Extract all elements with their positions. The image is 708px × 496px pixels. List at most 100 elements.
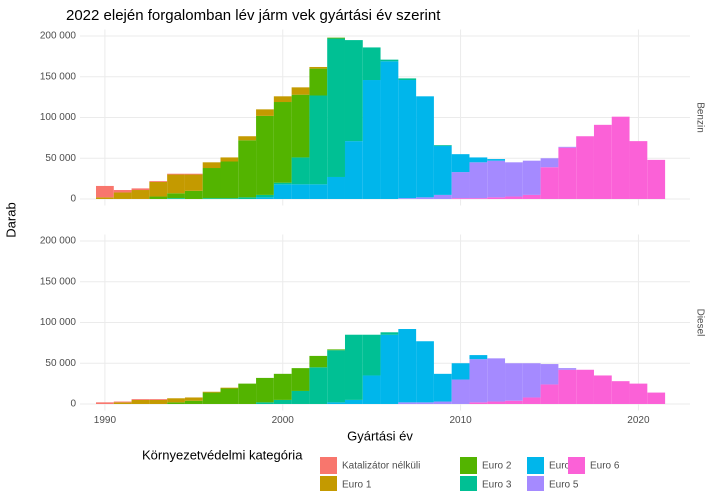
bar-segment <box>131 190 150 199</box>
chart-title: 2022 elején forgalomban lév járm vek gyá… <box>66 7 441 24</box>
bar-segment <box>362 334 381 376</box>
bar-segment <box>238 383 257 404</box>
bar-segment <box>96 402 114 404</box>
bar-segment <box>593 124 612 199</box>
bar-segment <box>558 147 577 199</box>
bar-segment <box>398 80 417 199</box>
bar-segment <box>611 381 630 404</box>
bar-segment <box>344 40 363 142</box>
bar-segment <box>505 400 523 404</box>
bar-segment <box>256 194 274 198</box>
legend-label: Euro 5 <box>549 480 579 491</box>
bar-segment <box>131 188 150 191</box>
bar-segment <box>220 161 239 199</box>
bar-segment <box>273 102 292 183</box>
legend-label: Euro 3 <box>482 480 512 491</box>
bar-segment <box>220 198 239 199</box>
bar-segment <box>380 61 399 199</box>
bar-segment <box>540 158 559 168</box>
y-tick-label: 50 000 <box>45 153 76 164</box>
bar-segment <box>113 190 132 193</box>
bar-segment <box>273 399 292 404</box>
bar-segment <box>362 80 381 199</box>
bar-segment <box>362 375 381 404</box>
bar-segment <box>256 109 274 116</box>
bar-segment <box>522 160 541 195</box>
bar-segment <box>291 94 310 158</box>
y-tick-label: 0 <box>70 194 76 205</box>
bar-segment <box>451 198 470 199</box>
bar-segment <box>362 47 381 81</box>
bar-segment <box>202 198 221 199</box>
bar-segment <box>327 349 345 351</box>
y-tick-label: 150 000 <box>40 276 77 287</box>
bar-segment <box>416 341 434 403</box>
bar-segment <box>433 194 452 199</box>
legend-label: Euro 6 <box>590 461 620 472</box>
bar-segment <box>416 197 434 199</box>
bar-segment <box>238 136 257 141</box>
bar-segment <box>238 197 257 199</box>
legend-swatch <box>460 476 477 493</box>
bar-segment <box>291 368 310 391</box>
bar-segment <box>416 402 434 404</box>
y-tick-label: 200 000 <box>40 236 77 247</box>
bar-segment <box>256 197 274 199</box>
bar-segment <box>416 96 434 198</box>
bar-segment <box>273 373 292 400</box>
bar-segment <box>469 355 488 360</box>
bar-segment <box>505 363 523 401</box>
bar-segment <box>398 329 417 403</box>
legend-swatch <box>320 457 337 474</box>
bar-segment <box>487 358 506 402</box>
legend-label: Euro 2 <box>482 461 512 472</box>
bar-segment <box>522 363 541 398</box>
bar-segment <box>113 192 132 199</box>
bar-segment <box>149 399 168 404</box>
bar-segment <box>131 399 150 400</box>
bar-segment <box>273 184 292 199</box>
bar-segment <box>611 116 630 199</box>
legend-swatch <box>320 476 337 493</box>
bar-segment <box>469 162 488 199</box>
bar-segment <box>220 387 239 389</box>
bar-segment <box>469 157 488 163</box>
x-tick-label: 2020 <box>627 415 650 426</box>
y-tick-label: 50 000 <box>45 358 76 369</box>
facet-label: Benzin <box>694 102 705 133</box>
bar-segment <box>96 185 114 198</box>
y-tick-label: 200 000 <box>40 31 77 42</box>
bar-segment <box>451 363 470 380</box>
legend-swatch <box>527 476 544 493</box>
bar-segment <box>273 182 292 185</box>
bar-segment <box>256 402 274 404</box>
bar-segment <box>344 334 363 400</box>
bar-segment <box>167 174 185 194</box>
bar-segment <box>96 197 114 199</box>
bar-segment <box>327 176 345 199</box>
y-tick-label: 0 <box>70 399 76 410</box>
bar-segment <box>184 397 203 401</box>
bar-segment <box>647 159 666 199</box>
bar-segment <box>149 181 168 197</box>
bar-segment <box>380 334 399 404</box>
legend-title: Környezetvédelmi kategória <box>142 447 303 462</box>
bar-segment <box>309 367 328 404</box>
bar-segment <box>540 167 559 199</box>
bar-segment <box>451 154 470 173</box>
bar-segment <box>469 402 488 404</box>
bar-segment <box>202 168 221 199</box>
bar-segment <box>309 66 328 69</box>
bar-segment <box>327 37 345 39</box>
y-tick-label: 100 000 <box>40 112 77 123</box>
bar-segment <box>291 390 310 404</box>
x-tick-label: 2010 <box>449 415 472 426</box>
bar-segment <box>149 196 168 199</box>
bar-segment <box>487 401 506 404</box>
bar-segment <box>629 141 648 199</box>
bar-segment <box>576 369 594 404</box>
bar-segment <box>184 190 203 199</box>
bar-segment <box>629 383 648 404</box>
bar-segment <box>451 379 470 404</box>
bar-segment <box>344 399 363 404</box>
